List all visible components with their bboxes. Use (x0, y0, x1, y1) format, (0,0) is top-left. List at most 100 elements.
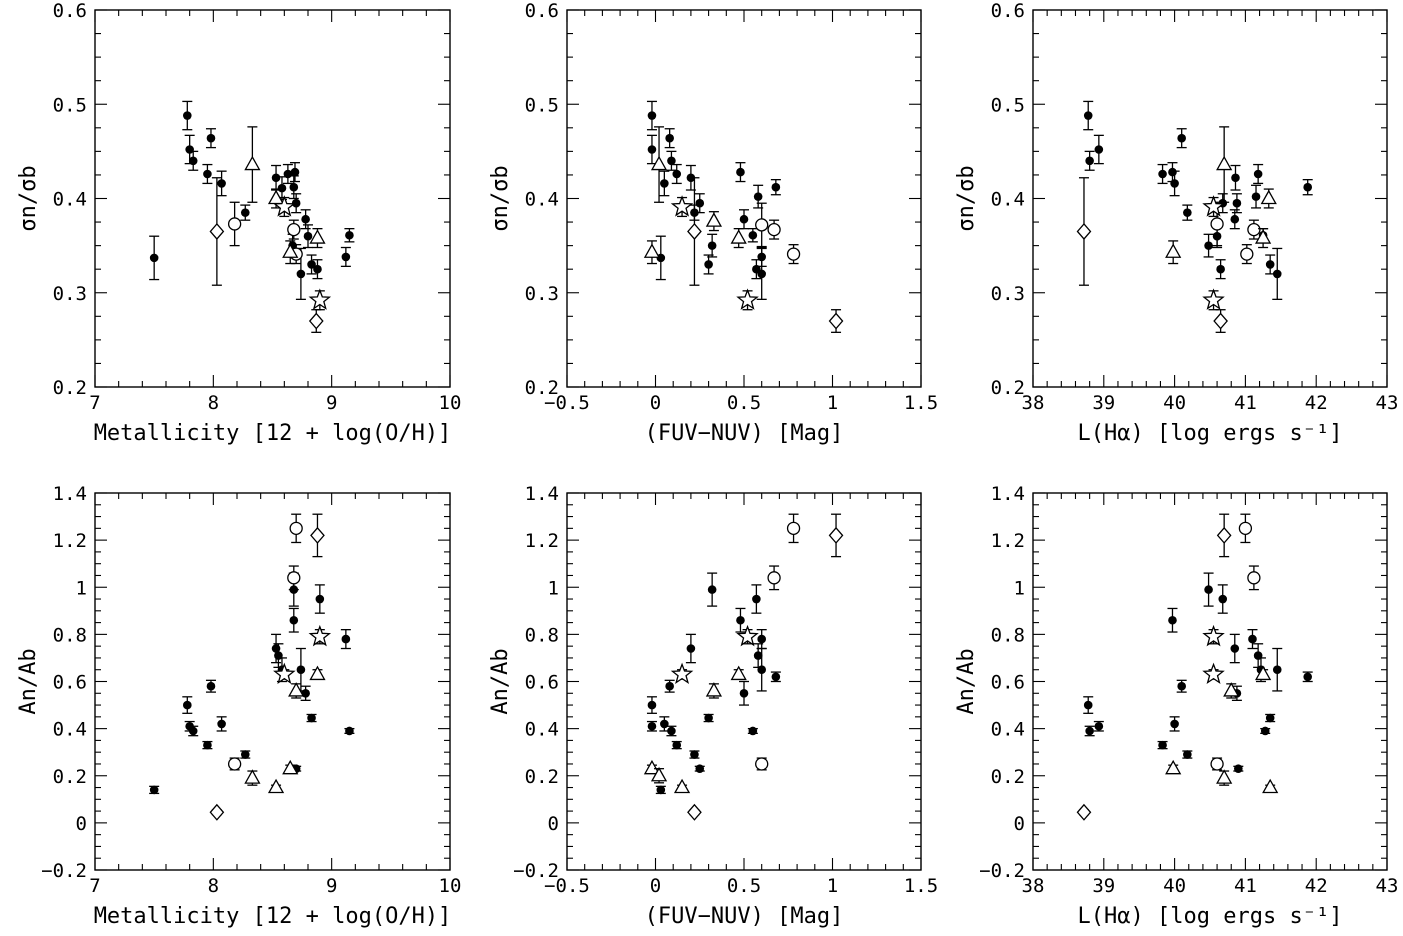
x-tick-label: 9 (326, 392, 337, 414)
data-point-open-triangle (282, 759, 299, 775)
data-point-filled-circle (1094, 145, 1104, 154)
data-point-filled-circle (149, 785, 159, 795)
data-point-filled-circle (667, 156, 676, 166)
data-point-filled-circle (752, 594, 761, 604)
panel-amp-vs-metallicity: 7 8 9 10 −0.2 0 0.2 0.4 0.6 0.8 1 1.2 1.4 Metallicity… (16, 483, 461, 929)
y-tick-label: −0.2 (41, 860, 87, 882)
data-point-filled-circle (290, 167, 300, 177)
data-point-open-star (273, 195, 296, 217)
y-tick-label: 0.3 (991, 283, 1025, 305)
data-point-filled-circle (296, 665, 306, 675)
data-point-filled-circle (345, 726, 354, 736)
y-axis-label: An/Ab (488, 648, 513, 714)
data-point-filled-circle (736, 167, 745, 177)
data-point-filled-circle (188, 156, 198, 166)
data-point-open-diamond (1213, 312, 1228, 330)
x-tick-label: −0.5 (544, 392, 590, 414)
data-point-open-diamond (1216, 526, 1232, 544)
data-point-filled-circle (1230, 644, 1240, 653)
data-point-filled-circle (1204, 241, 1213, 250)
y-tick-label: 0.4 (525, 189, 559, 211)
data-point-open-circle (786, 247, 801, 261)
y-tick-label: 0.5 (53, 94, 87, 116)
data-point-filled-circle (240, 750, 250, 759)
data-point-open-triangle (650, 766, 668, 782)
data-point-filled-circle (296, 269, 306, 279)
data-point-filled-circle (757, 634, 766, 644)
data-point-filled-circle (748, 230, 758, 240)
y-tick-label: 0.6 (991, 672, 1025, 694)
y-tick-label: 0.4 (525, 719, 559, 741)
data-point-filled-circle (277, 183, 287, 193)
y-tick-label: 1.4 (525, 483, 559, 505)
data-point-open-diamond (209, 803, 225, 821)
data-point-filled-circle (217, 179, 226, 188)
data-point-filled-circle (757, 665, 766, 675)
data-point-open-triangle (650, 155, 668, 171)
data-point-open-star (1202, 195, 1225, 217)
data-point-open-diamond (687, 803, 702, 821)
x-tick-label: 43 (1376, 875, 1399, 897)
y-tick-label: 0.2 (991, 377, 1025, 399)
data-point-filled-circle (647, 145, 657, 154)
data-point-filled-circle (753, 192, 763, 201)
data-point-filled-circle (665, 681, 674, 691)
data-point-filled-circle (1183, 750, 1192, 759)
y-tick-label: 0.3 (525, 283, 559, 305)
data-point-filled-circle (1303, 182, 1313, 192)
y-tick-label: 1 (1014, 577, 1025, 599)
y-axis-label: An/Ab (16, 648, 41, 714)
y-tick-label: 1.2 (991, 530, 1025, 552)
data-point-filled-circle (307, 260, 316, 269)
data-point-filled-circle (240, 208, 250, 217)
data-point-filled-circle (183, 700, 192, 710)
x-tick-label: 41 (1234, 875, 1257, 897)
data-point-filled-circle (1177, 133, 1186, 143)
data-point-open-star (1202, 662, 1225, 685)
x-tick-label: 42 (1305, 875, 1328, 897)
data-point-filled-circle (1085, 156, 1094, 166)
data-point-filled-circle (183, 111, 192, 120)
data-point-open-diamond (310, 526, 325, 544)
data-point-filled-circle (203, 740, 212, 750)
data-point-open-star (308, 624, 332, 647)
data-point-filled-circle (739, 214, 749, 224)
data-point-filled-circle (748, 726, 758, 736)
data-point-open-triangle (705, 212, 723, 227)
y-tick-label: 0.2 (525, 766, 559, 788)
data-point-filled-circle (1232, 198, 1242, 208)
data-point-open-circle (755, 218, 769, 232)
data-point-filled-circle (289, 182, 299, 192)
data-point-filled-circle (1094, 721, 1104, 731)
data-point-open-star (670, 195, 694, 217)
y-tick-label: 0.2 (53, 766, 87, 788)
data-point-open-triangle (309, 665, 326, 681)
x-tick-label: 1.5 (904, 392, 938, 414)
data-point-filled-circle (307, 713, 316, 723)
data-point-filled-circle (271, 173, 281, 183)
x-tick-label: 1 (827, 392, 838, 414)
data-point-open-circle (767, 571, 781, 585)
x-tick-label: 9 (326, 875, 337, 897)
x-axis-label: (FUV−NUV) [Mag] (645, 904, 844, 929)
data-point-open-star (308, 288, 332, 310)
panel-sigma-vs-color: −0.5 0 0.5 1 1.5 0.2 0.3 0.4 0.5 0.6 (FUV−NUV) [Ma… (488, 0, 938, 446)
plot-frame (1032, 9, 1388, 388)
data-point-filled-circle (1272, 269, 1282, 279)
x-tick-label: 10 (439, 875, 462, 897)
data-point-open-circle (1238, 521, 1253, 535)
y-tick-label: 0.8 (525, 624, 559, 646)
data-point-filled-circle (672, 169, 682, 179)
x-axis-label: Metallicity [12 + log(O/H)] (94, 904, 452, 929)
y-tick-label: 0 (548, 813, 559, 835)
data-point-filled-circle (1260, 726, 1270, 736)
data-point-open-triangle (673, 778, 691, 794)
data-point-filled-circle (1216, 264, 1225, 274)
data-point-filled-circle (1158, 740, 1167, 750)
data-point-filled-circle (736, 615, 745, 625)
y-tick-label: 0.6 (525, 0, 559, 22)
x-tick-label: 10 (439, 392, 462, 414)
y-axis-label: An/Ab (954, 648, 979, 714)
data-point-open-diamond (828, 312, 844, 330)
panel-amp-vs-halpha: 38 39 40 41 42 43 −0.2 0 0.2 0.4 0.6 0.8 1 1.2 1.4 L(Hα… (954, 483, 1398, 929)
